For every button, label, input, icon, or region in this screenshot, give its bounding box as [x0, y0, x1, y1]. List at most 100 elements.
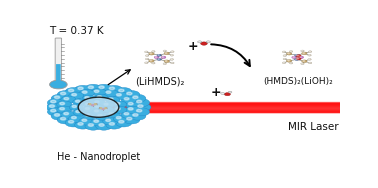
Circle shape	[115, 119, 132, 127]
Circle shape	[113, 101, 127, 108]
Circle shape	[283, 51, 284, 52]
Circle shape	[288, 60, 289, 61]
Circle shape	[79, 118, 94, 125]
Circle shape	[136, 100, 142, 103]
Circle shape	[65, 88, 82, 96]
Circle shape	[164, 52, 169, 55]
Circle shape	[282, 51, 286, 53]
FancyBboxPatch shape	[55, 38, 62, 82]
Circle shape	[85, 97, 89, 99]
Circle shape	[116, 94, 121, 96]
Circle shape	[72, 93, 77, 96]
Circle shape	[128, 108, 133, 110]
Circle shape	[302, 52, 307, 55]
Circle shape	[65, 119, 82, 127]
Circle shape	[225, 93, 231, 96]
Circle shape	[150, 53, 152, 54]
Circle shape	[103, 118, 118, 125]
Circle shape	[51, 112, 68, 120]
Circle shape	[57, 91, 74, 99]
Circle shape	[119, 121, 124, 123]
Bar	[99, 106, 378, 107]
Circle shape	[91, 105, 94, 106]
Circle shape	[85, 84, 101, 92]
Circle shape	[113, 92, 129, 100]
Circle shape	[108, 98, 113, 100]
Circle shape	[95, 113, 109, 120]
Circle shape	[297, 58, 299, 59]
Circle shape	[102, 108, 104, 109]
Circle shape	[94, 90, 99, 92]
Circle shape	[301, 50, 304, 52]
Circle shape	[133, 114, 138, 116]
Circle shape	[106, 111, 120, 118]
Circle shape	[284, 58, 285, 59]
Circle shape	[83, 102, 96, 108]
Circle shape	[295, 54, 299, 56]
Circle shape	[289, 51, 293, 52]
Circle shape	[101, 106, 114, 113]
Circle shape	[95, 101, 99, 103]
Circle shape	[309, 51, 310, 52]
Text: T = 0.37 K: T = 0.37 K	[49, 26, 103, 36]
Circle shape	[308, 51, 312, 52]
Circle shape	[150, 60, 152, 61]
Circle shape	[88, 86, 93, 89]
Circle shape	[78, 97, 119, 117]
Circle shape	[82, 95, 96, 102]
Circle shape	[85, 122, 101, 130]
Circle shape	[113, 106, 127, 113]
Circle shape	[109, 87, 115, 90]
Circle shape	[164, 50, 165, 51]
Circle shape	[105, 108, 106, 109]
Circle shape	[146, 55, 147, 56]
Circle shape	[106, 85, 122, 93]
Circle shape	[161, 56, 166, 58]
Circle shape	[171, 51, 174, 52]
Circle shape	[149, 52, 154, 55]
Circle shape	[83, 106, 96, 113]
Circle shape	[92, 109, 105, 115]
Text: +: +	[211, 86, 221, 99]
Circle shape	[124, 116, 140, 124]
Circle shape	[51, 109, 56, 112]
Circle shape	[106, 96, 120, 103]
Circle shape	[99, 86, 104, 89]
Circle shape	[164, 63, 165, 64]
Circle shape	[302, 60, 307, 63]
Circle shape	[121, 96, 136, 104]
Circle shape	[82, 119, 87, 121]
Circle shape	[152, 51, 155, 52]
Circle shape	[57, 101, 72, 108]
Circle shape	[290, 51, 291, 52]
Circle shape	[146, 55, 149, 56]
Circle shape	[109, 123, 115, 125]
Bar	[99, 105, 378, 106]
Circle shape	[50, 80, 67, 89]
Text: (HMDS)₂(LiOH)₂: (HMDS)₂(LiOH)₂	[263, 77, 333, 86]
Circle shape	[60, 92, 66, 95]
Circle shape	[51, 94, 68, 102]
Circle shape	[61, 96, 76, 103]
Circle shape	[94, 110, 99, 112]
Circle shape	[68, 89, 74, 92]
Circle shape	[106, 119, 111, 121]
Circle shape	[136, 109, 142, 112]
Circle shape	[106, 121, 122, 129]
Circle shape	[92, 99, 105, 106]
Circle shape	[133, 99, 150, 107]
Circle shape	[69, 92, 84, 99]
Circle shape	[283, 62, 284, 63]
Circle shape	[104, 108, 108, 110]
Circle shape	[171, 62, 174, 64]
Circle shape	[101, 102, 114, 108]
Circle shape	[124, 91, 140, 99]
Circle shape	[128, 102, 133, 105]
Circle shape	[157, 54, 161, 56]
Circle shape	[201, 42, 207, 45]
Bar	[99, 107, 378, 108]
Circle shape	[57, 116, 74, 124]
Circle shape	[164, 60, 169, 63]
Circle shape	[96, 122, 112, 130]
Circle shape	[83, 113, 96, 119]
